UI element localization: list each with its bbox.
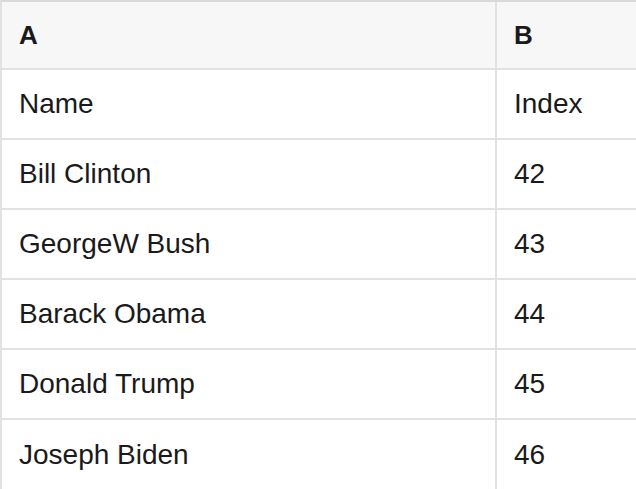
cell-b[interactable]: Index — [497, 70, 636, 138]
cell-b[interactable]: 42 — [497, 140, 636, 208]
table-row: Barack Obama 44 — [2, 280, 636, 350]
cell-a[interactable]: GeorgeW Bush — [2, 210, 497, 278]
column-header-row: A B — [2, 2, 636, 70]
table-row: Name Index — [2, 70, 636, 140]
cell-a[interactable]: Joseph Biden — [2, 420, 497, 489]
table-row: Bill Clinton 42 — [2, 140, 636, 210]
cell-a[interactable]: Bill Clinton — [2, 140, 497, 208]
spreadsheet-table: A B Name Index Bill Clinton 42 GeorgeW B… — [0, 0, 636, 489]
cell-b[interactable]: 46 — [497, 420, 636, 489]
cell-b[interactable]: 45 — [497, 350, 636, 418]
table-row: GeorgeW Bush 43 — [2, 210, 636, 280]
cell-a[interactable]: Name — [2, 70, 497, 138]
cell-a[interactable]: Barack Obama — [2, 280, 497, 348]
cell-b[interactable]: 43 — [497, 210, 636, 278]
table-row: Joseph Biden 46 — [2, 420, 636, 489]
column-header-b[interactable]: B — [497, 2, 636, 68]
cell-a[interactable]: Donald Trump — [2, 350, 497, 418]
column-header-a[interactable]: A — [2, 2, 497, 68]
table-row: Donald Trump 45 — [2, 350, 636, 420]
cell-b[interactable]: 44 — [497, 280, 636, 348]
